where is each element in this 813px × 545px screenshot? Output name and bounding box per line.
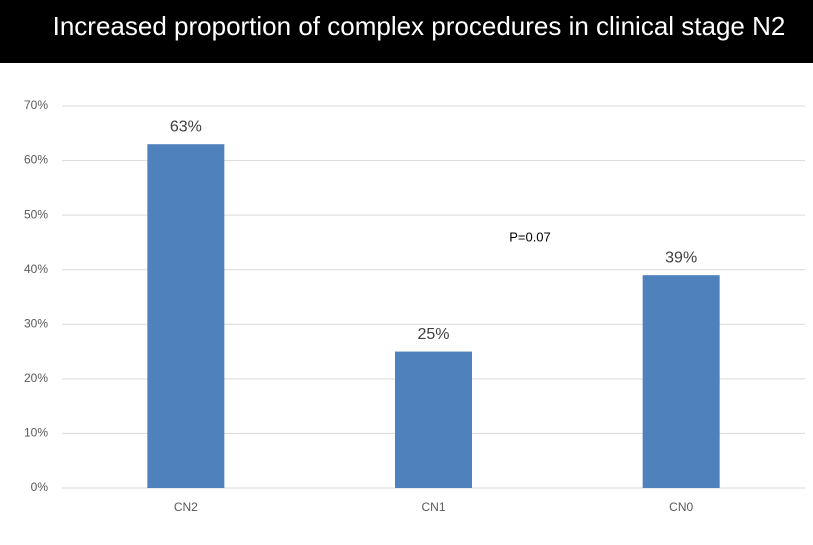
y-tick-label: 30% <box>24 316 48 330</box>
bar <box>395 351 472 488</box>
value-label: 63% <box>170 118 202 135</box>
y-tick-label: 10% <box>24 426 48 440</box>
y-tick-label: 40% <box>24 262 48 276</box>
bar <box>642 275 720 488</box>
y-tick-label: 20% <box>24 371 48 385</box>
x-tick-label: CN1 <box>421 500 445 514</box>
value-label: 39% <box>665 249 697 266</box>
x-tick-label: CN0 <box>669 500 693 514</box>
y-tick-label: 0% <box>31 480 49 494</box>
y-tick-label: 50% <box>24 207 48 221</box>
value-label: 25% <box>417 326 449 343</box>
chart-title: Increased proportion of complex procedur… <box>53 11 786 41</box>
x-tick-label: CN2 <box>174 500 198 514</box>
title-banner <box>0 0 813 63</box>
y-tick-label: 70% <box>24 98 48 112</box>
annotation: P=0.07 <box>509 229 551 244</box>
y-tick-label: 60% <box>24 153 48 167</box>
bar <box>147 144 225 488</box>
